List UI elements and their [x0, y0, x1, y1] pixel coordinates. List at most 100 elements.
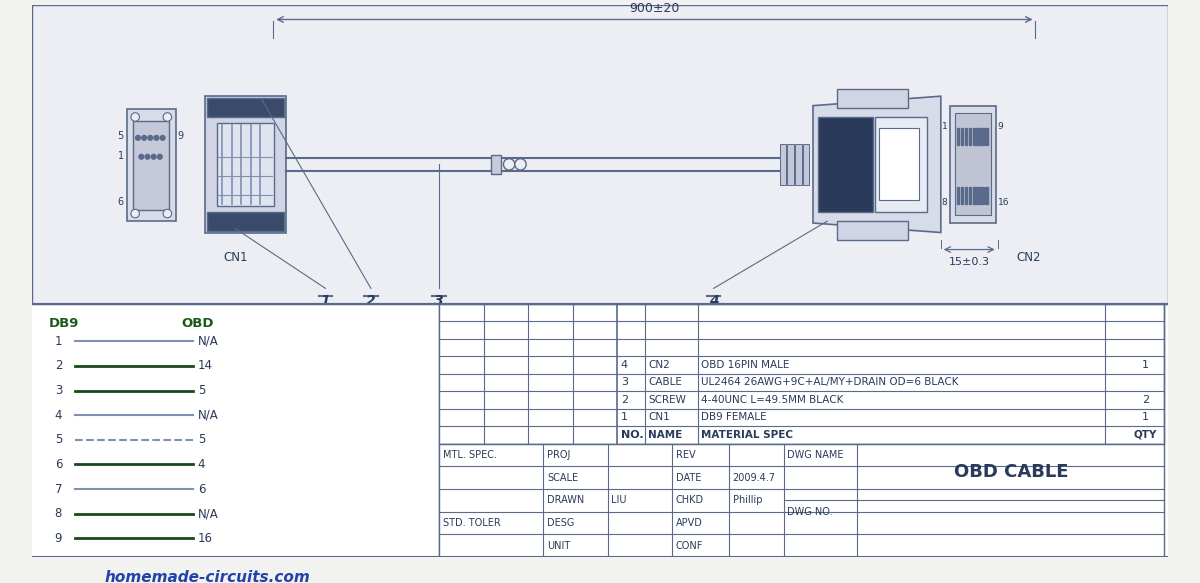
- Text: PROJ: PROJ: [547, 450, 570, 460]
- Text: CN2: CN2: [1016, 251, 1042, 265]
- Text: CN1: CN1: [223, 251, 247, 265]
- Bar: [956, 128, 959, 145]
- Text: N/A: N/A: [198, 507, 218, 520]
- Text: 2009.4.7: 2009.4.7: [732, 473, 775, 483]
- Text: Phillip: Phillip: [732, 496, 762, 505]
- Text: 6: 6: [55, 458, 62, 471]
- Text: homemade-circuits.com: homemade-circuits.com: [104, 571, 310, 583]
- Text: SCREW: SCREW: [648, 395, 686, 405]
- Bar: [32, 304, 1168, 557]
- Text: 1: 1: [620, 412, 628, 422]
- Text: 4: 4: [709, 294, 719, 308]
- Text: 5: 5: [198, 384, 205, 397]
- Bar: [127, 110, 176, 221]
- Text: OBD: OBD: [181, 317, 214, 330]
- Circle shape: [515, 159, 526, 170]
- Circle shape: [504, 159, 515, 170]
- Text: 6: 6: [198, 483, 205, 496]
- Text: CHKD: CHKD: [676, 496, 704, 505]
- Text: 5: 5: [198, 433, 205, 447]
- Text: UL2464 26AWG+9C+AL/MY+DRAIN OD=6 BLACK: UL2464 26AWG+9C+AL/MY+DRAIN OD=6 BLACK: [701, 377, 959, 387]
- Text: DESG: DESG: [547, 518, 575, 528]
- Text: SCALE: SCALE: [547, 473, 578, 483]
- Bar: [985, 187, 988, 204]
- Bar: [961, 128, 964, 145]
- Bar: [950, 106, 996, 223]
- Text: 6: 6: [118, 197, 124, 207]
- Text: 16: 16: [198, 532, 212, 545]
- Bar: [965, 187, 967, 204]
- Text: 7: 7: [55, 483, 62, 496]
- Bar: [875, 117, 926, 212]
- Text: 1: 1: [55, 335, 62, 348]
- Text: DWG NAME: DWG NAME: [787, 451, 844, 461]
- Text: 1: 1: [118, 151, 124, 161]
- Bar: [985, 128, 988, 145]
- Text: APVD: APVD: [676, 518, 703, 528]
- Text: DWG NO.: DWG NO.: [787, 507, 833, 517]
- Bar: [836, 89, 907, 107]
- Bar: [796, 143, 802, 185]
- Bar: [133, 121, 169, 210]
- Text: DB9: DB9: [49, 317, 79, 330]
- Circle shape: [148, 135, 152, 140]
- Bar: [970, 187, 972, 204]
- Text: OBD CABLE: OBD CABLE: [954, 463, 1068, 481]
- Text: 5: 5: [55, 433, 62, 447]
- Bar: [977, 187, 979, 204]
- Bar: [955, 113, 991, 216]
- Text: 8: 8: [942, 198, 948, 207]
- Text: 4: 4: [198, 458, 205, 471]
- Text: N/A: N/A: [198, 409, 218, 422]
- Circle shape: [142, 135, 146, 140]
- Text: DATE: DATE: [676, 473, 701, 483]
- Text: 4: 4: [55, 409, 62, 422]
- Text: REV: REV: [676, 450, 695, 460]
- Text: 9: 9: [997, 122, 1003, 131]
- Text: 1: 1: [942, 122, 948, 131]
- Circle shape: [136, 135, 140, 140]
- Text: UNIT: UNIT: [547, 541, 570, 551]
- Text: 16: 16: [997, 198, 1009, 207]
- Bar: [491, 155, 500, 174]
- Bar: [982, 128, 984, 145]
- Text: 2: 2: [366, 294, 376, 308]
- Circle shape: [151, 154, 156, 159]
- Text: N/A: N/A: [198, 335, 218, 348]
- Text: MATERIAL SPEC: MATERIAL SPEC: [701, 430, 793, 440]
- Text: 5: 5: [118, 131, 124, 141]
- Text: 3: 3: [55, 384, 62, 397]
- Circle shape: [154, 135, 158, 140]
- Bar: [880, 128, 919, 201]
- Bar: [965, 128, 967, 145]
- Text: CABLE: CABLE: [648, 377, 682, 387]
- Text: 2: 2: [1141, 395, 1148, 405]
- Text: MTL. SPEC.: MTL. SPEC.: [443, 450, 497, 460]
- Text: 4-40UNC L=49.5MM BLACK: 4-40UNC L=49.5MM BLACK: [701, 395, 844, 405]
- Text: CN1: CN1: [648, 412, 670, 422]
- Text: STD. TOLER: STD. TOLER: [443, 518, 500, 528]
- Text: OBD 16PIN MALE: OBD 16PIN MALE: [701, 360, 790, 370]
- Bar: [205, 96, 286, 233]
- Text: 1: 1: [320, 294, 330, 308]
- Circle shape: [161, 135, 164, 140]
- Bar: [977, 128, 979, 145]
- Bar: [836, 221, 907, 240]
- Text: 15±0.3: 15±0.3: [949, 257, 990, 267]
- Bar: [32, 5, 1168, 304]
- Bar: [961, 187, 964, 204]
- Text: 4: 4: [620, 360, 628, 370]
- Text: DRAWN: DRAWN: [547, 496, 584, 505]
- Circle shape: [131, 209, 139, 218]
- Circle shape: [163, 209, 172, 218]
- Circle shape: [163, 113, 172, 121]
- Bar: [780, 143, 786, 185]
- Bar: [803, 143, 809, 185]
- Text: 9: 9: [178, 131, 184, 141]
- Text: 2: 2: [55, 360, 62, 373]
- Bar: [817, 117, 872, 212]
- Text: 9: 9: [55, 532, 62, 545]
- Text: 8: 8: [55, 507, 62, 520]
- Text: 2: 2: [620, 395, 628, 405]
- Circle shape: [139, 154, 144, 159]
